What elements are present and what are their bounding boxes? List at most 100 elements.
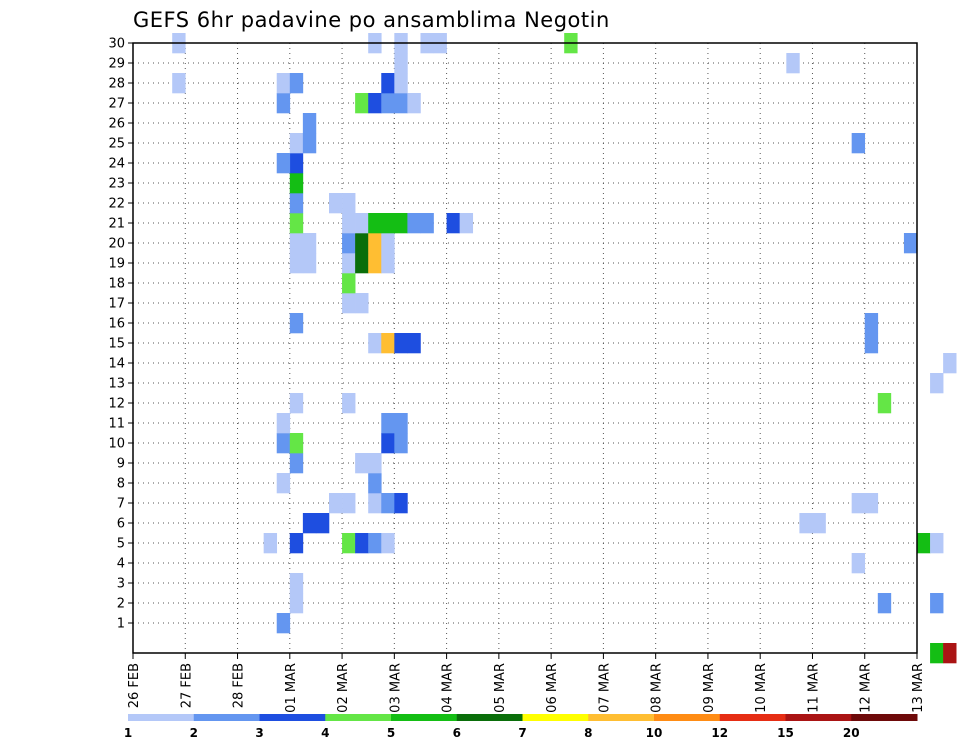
y-tick-label: 16 [108,317,125,332]
heatmap-cell [851,493,866,514]
heatmap-cell [851,553,866,574]
heatmap-cell [355,233,369,254]
heatmap-cell [368,253,382,274]
heatmap-cell [342,533,356,554]
heatmap-cell [368,493,382,514]
y-tick-label: 2 [117,597,125,612]
heatmap-cell [877,393,892,414]
heatmap-cell [289,533,304,554]
colorbar-swatch [654,714,721,721]
heatmap-cell [381,73,395,94]
heatmap-cell [302,233,317,254]
heatmap-cell [407,333,421,354]
heatmap-cell [812,513,826,534]
heatmap-cell [276,613,291,634]
heatmap-cell [381,253,395,274]
y-tick-label: 4 [117,557,125,572]
x-tick-label: 26 FEB [127,663,142,708]
heatmap-cell [459,213,474,234]
heatmap-cell [864,333,879,354]
heatmap-cell [446,213,460,234]
y-tick-label: 26 [108,117,125,132]
colorbar-label: 8 [584,726,592,740]
heatmap-cell [903,233,918,254]
heatmap-cell [355,533,369,554]
heatmap-cell [368,333,382,354]
heatmap-cell [799,513,813,534]
heatmap-cell [263,533,278,554]
heatmap-cell [943,353,957,374]
heatmap-cell [342,393,356,414]
colorbar-label: 10 [646,726,663,740]
colorbar-swatch [719,714,786,721]
y-tick-label: 9 [117,457,125,472]
heatmap-cell [289,133,304,154]
x-tick-label: 05 MAR [493,663,508,713]
heatmap-cell [381,93,395,114]
heatmap-cell [289,453,304,474]
y-tick-label: 25 [108,137,125,152]
colorbar-label: 5 [387,726,395,740]
colorbar-label: 7 [518,726,526,740]
heatmap-cell [289,433,304,454]
heatmap-cell [289,173,304,194]
heatmap-cell [302,113,317,134]
colorbar-label: 3 [255,726,263,740]
x-tick-label: 01 MAR [284,663,299,713]
y-tick-label: 27 [108,97,125,112]
heatmap-cell [394,213,408,234]
heatmap-cell [407,93,421,114]
y-tick-label: 20 [108,237,125,252]
heatmap-cell [289,193,304,214]
heatmap-cell [342,193,356,214]
heatmap-cell [381,213,395,234]
y-tick-label: 30 [108,37,125,52]
x-tick-label: 10 MAR [754,663,769,713]
heatmap-cell [943,643,957,664]
heatmap-cell [420,213,434,234]
heatmap-cell [342,273,356,294]
heatmap-cell [355,253,369,274]
heatmap-cell [877,593,892,614]
heatmap-cell [342,213,356,234]
heatmap-cell [394,433,408,454]
x-axis: 26 FEB 27 FEB 28 FEB 01 MAR 02 MAR 03 MAR 04 M… [127,653,926,713]
heatmap-cell [394,333,408,354]
y-tick-label: 1 [117,617,125,632]
heatmap-cell [368,473,382,494]
heatmap-cell [864,313,879,334]
colorbar-label: 2 [190,726,198,740]
colorbar-swatch [522,714,589,721]
y-tick-label: 8 [117,477,125,492]
heatmap-cell [329,493,343,514]
heatmap-cell [289,593,304,614]
heatmap-cell [276,93,291,114]
y-tick-label: 19 [108,257,125,272]
heatmap-cell [786,53,800,74]
x-tick-label: 02 MAR [336,663,351,713]
heatmap-cell [329,193,343,214]
heatmap-cell [289,233,304,254]
heatmap-cell [289,213,304,234]
heatmap-cell [381,413,395,434]
heatmap-cell [355,213,369,234]
heatmap-cell [355,293,369,314]
heatmap-cell [276,153,291,174]
x-tick-label: 03 MAR [388,663,403,713]
heatmap-cell [276,73,291,94]
colorbar-swatch [128,714,195,721]
heatmap-cell [289,313,304,334]
y-axis: 1234567891011121314151617181920212223242… [108,37,133,632]
x-tick-label: 27 FEB [179,663,194,708]
y-tick-label: 24 [108,157,125,172]
heatmap-cell [289,73,304,94]
heatmap-cell [368,213,382,234]
heatmap-cell [864,493,879,514]
heatmap-cell [368,453,382,474]
colorbar-swatch [325,714,392,721]
grid-lines [133,42,917,653]
colorbar-swatch [588,714,655,721]
heatmap-cell [315,513,330,534]
heatmap-cell [381,433,395,454]
heatmap-cell [172,73,186,94]
